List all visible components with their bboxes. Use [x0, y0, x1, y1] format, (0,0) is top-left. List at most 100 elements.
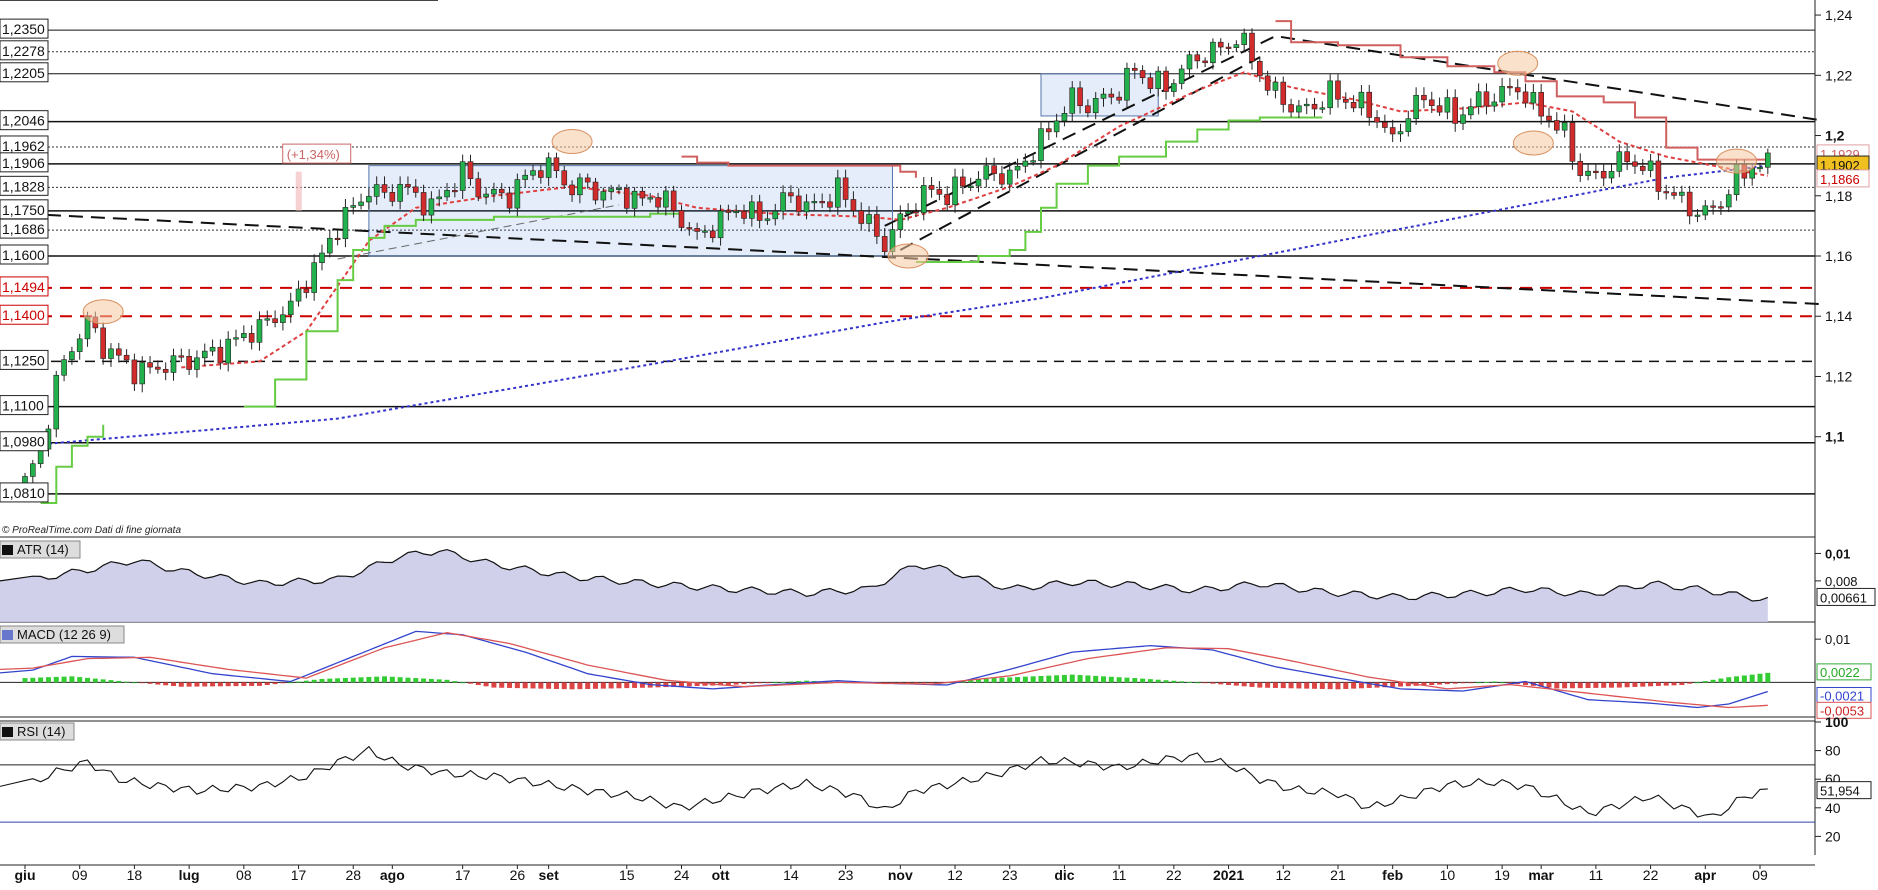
candle-body — [123, 354, 130, 361]
time-tick-label: 12 — [1275, 867, 1291, 883]
level-label-box — [0, 244, 49, 265]
candle-body — [1053, 120, 1060, 133]
candle-body — [1522, 91, 1529, 104]
time-tick-label: ott — [712, 867, 730, 883]
trend-line — [884, 35, 1823, 227]
macd-histogram-bar — [678, 682, 684, 687]
candle-body — [803, 201, 810, 213]
macd-histogram-bar — [733, 682, 739, 685]
macd-histogram-bar — [92, 678, 98, 683]
candle-body — [1397, 131, 1404, 135]
level-label-box — [0, 431, 49, 452]
level-label-box — [0, 304, 49, 325]
candle-body — [428, 198, 435, 216]
time-tick-label: 09 — [1752, 867, 1768, 883]
macd-histogram-bar — [202, 682, 208, 687]
macd-histogram-bar — [116, 680, 122, 683]
macd-histogram-bar — [1640, 682, 1646, 687]
macd-histogram-bar — [780, 681, 786, 683]
macd-histogram-bar — [1390, 682, 1396, 687]
atr-tick-label: 0,01 — [1825, 546, 1850, 561]
candle-body — [1554, 120, 1560, 131]
macd-histogram-bar — [905, 682, 911, 684]
candle-body — [1577, 161, 1584, 176]
candle-body — [405, 184, 411, 188]
macd-histogram-bar — [1671, 682, 1677, 686]
macd-histogram-bar — [1296, 682, 1302, 689]
candle-body — [311, 262, 317, 293]
macd-histogram-bar — [1483, 681, 1489, 683]
signal-line — [0, 632, 1768, 709]
macd-histogram-bar — [1538, 682, 1544, 687]
candle-body — [1038, 128, 1044, 161]
macd-histogram-bar — [288, 682, 294, 684]
candle-body — [1171, 83, 1177, 92]
macd-histogram-bar — [467, 682, 473, 684]
candle-body — [1163, 70, 1169, 92]
macd-histogram-bar — [616, 682, 622, 689]
level-label: 1,0980 — [2, 434, 45, 450]
macd-histogram-bar — [1030, 676, 1036, 683]
macd-histogram-bar — [1562, 682, 1568, 689]
macd-histogram-bar — [428, 678, 434, 683]
candle-body — [772, 210, 779, 220]
price-tick-label: 1,16 — [1825, 248, 1852, 264]
candle-body — [1382, 121, 1388, 128]
candle-body — [498, 188, 505, 194]
macd-histogram-bar — [514, 682, 520, 689]
macd-line — [0, 630, 1768, 709]
macd-histogram-bar — [1734, 676, 1740, 683]
trend-line — [24, 212, 1823, 306]
candle-body — [178, 355, 185, 358]
stop-up-line — [40, 424, 105, 504]
price-tick-label: 1,24 — [1825, 7, 1852, 23]
macd-histogram-bar — [1358, 682, 1364, 689]
candle-body — [1350, 101, 1357, 109]
candle-body — [1077, 87, 1083, 107]
macd-histogram-bar — [303, 680, 309, 683]
candle-body — [295, 288, 302, 302]
sma-slow-line — [24, 164, 1768, 447]
candle-body — [1421, 94, 1427, 101]
stop-up-line — [243, 212, 682, 408]
atr-last-value: 0,00661 — [1820, 590, 1867, 605]
time-tick-label: 22 — [1166, 867, 1182, 883]
candle-body — [584, 177, 591, 183]
source-note: © ProRealTime.com Dati di fine giornata — [2, 525, 181, 536]
macd-histogram-bar — [921, 682, 927, 684]
time-tick-label: 12 — [947, 867, 963, 883]
price-tag: 1,1866 — [1820, 172, 1860, 187]
sma-fast-line — [181, 71, 1768, 369]
candle-body — [1342, 98, 1349, 103]
candle-body — [834, 177, 841, 208]
candle-body — [170, 355, 177, 373]
macd-histogram-bar — [624, 682, 630, 689]
macd-histogram-bar — [1452, 682, 1458, 684]
macd-histogram-bar — [444, 679, 450, 683]
highlight-ellipse — [1497, 50, 1539, 76]
candle-body — [1124, 67, 1130, 101]
candle-body — [1514, 87, 1521, 93]
macd-histogram-bar — [1663, 682, 1669, 686]
candle-body — [1147, 77, 1154, 89]
time-tick-label: giu — [15, 867, 36, 883]
level-label: 1,1100 — [2, 398, 44, 414]
price-tag-box — [1816, 169, 1870, 188]
macd-histogram-bar — [1085, 675, 1091, 683]
candle-body — [350, 205, 357, 208]
macd-histogram-bar — [491, 682, 497, 688]
macd-histogram-bar — [1437, 682, 1443, 685]
macd-histogram-bar — [85, 677, 91, 683]
atr-tick-label: 0,008 — [1825, 574, 1858, 589]
candle-body — [1632, 161, 1638, 167]
candle-body — [1569, 122, 1576, 162]
percent-annotation: (+1,34%) — [287, 147, 340, 162]
candle-body — [577, 177, 583, 196]
candle-body — [1530, 92, 1537, 104]
candle-body — [1483, 91, 1490, 107]
candle-body — [1639, 165, 1646, 171]
macd-histogram-bar — [600, 682, 606, 689]
macd-histogram-bar — [131, 682, 137, 684]
macd-histogram-bar — [772, 682, 778, 684]
candle-body — [905, 211, 911, 215]
